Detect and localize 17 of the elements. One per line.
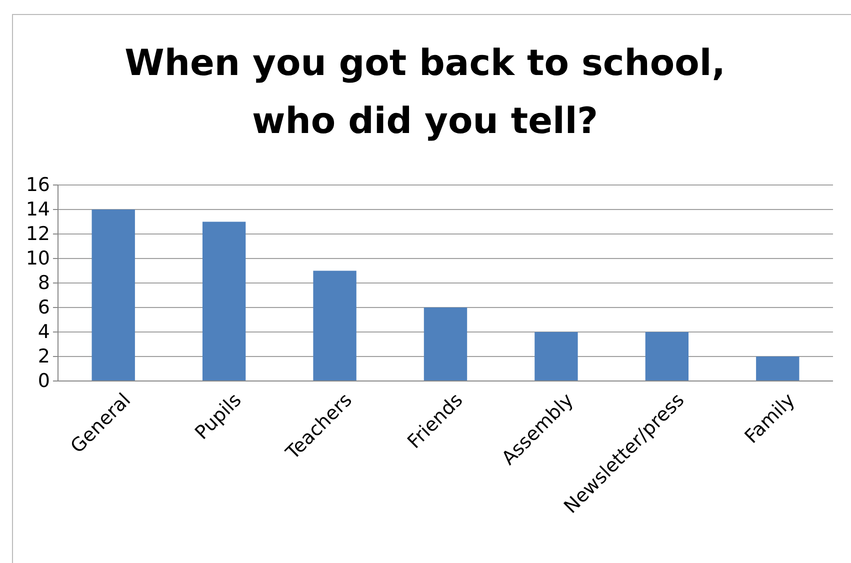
y-tick-label: 2	[38, 346, 50, 368]
y-tick-label: 4	[38, 321, 50, 344]
bar	[92, 210, 135, 381]
y-tick-label: 12	[26, 223, 50, 246]
y-tick-label: 6	[38, 296, 50, 319]
bar	[645, 332, 689, 381]
chart-title: When you got back to school, who did you tell?	[124, 43, 726, 142]
bar	[313, 270, 356, 381]
bar	[534, 332, 578, 381]
bar	[202, 222, 246, 381]
y-tick-label: 0	[38, 370, 50, 392]
y-tick-label: 16	[26, 174, 50, 196]
bar	[424, 308, 468, 381]
bar	[756, 356, 800, 381]
y-tick-label: 8	[38, 272, 50, 294]
y-tick-label: 14	[26, 198, 50, 221]
y-tick-label: 10	[26, 248, 50, 270]
